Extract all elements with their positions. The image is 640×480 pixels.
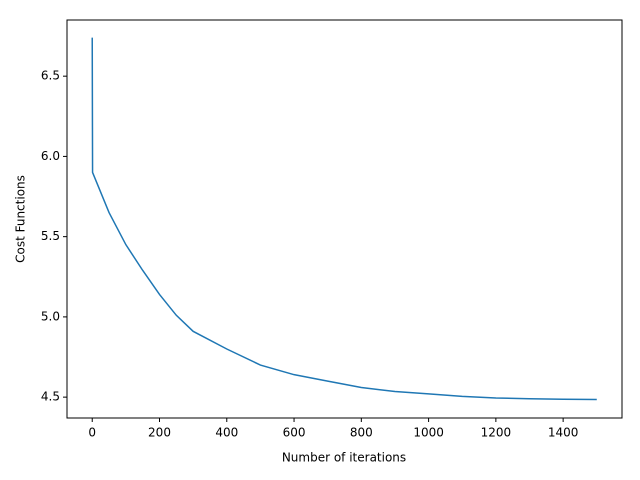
y-tick-label: 6.0 (41, 149, 60, 163)
x-tick-label: 0 (88, 426, 96, 440)
plot-frame (66, 19, 623, 419)
x-tick-label: 200 (148, 426, 171, 440)
y-tick-label: 5.0 (41, 309, 60, 323)
x-tick-label: 800 (350, 426, 373, 440)
x-tick-label: 600 (283, 426, 306, 440)
y-axis-label: Cost Functions (14, 175, 28, 263)
x-tick-label: 1400 (548, 426, 579, 440)
line-series (91, 37, 597, 401)
y-tick-label: 5.5 (41, 229, 60, 243)
x-tick-label: 400 (215, 426, 238, 440)
y-tick-label: 4.5 (41, 390, 60, 404)
y-tick-label: 6.5 (41, 69, 60, 83)
x-tick-label: 1200 (481, 426, 512, 440)
x-axis-label: Number of iterations (282, 451, 406, 465)
x-tick-label: 1000 (413, 426, 444, 440)
